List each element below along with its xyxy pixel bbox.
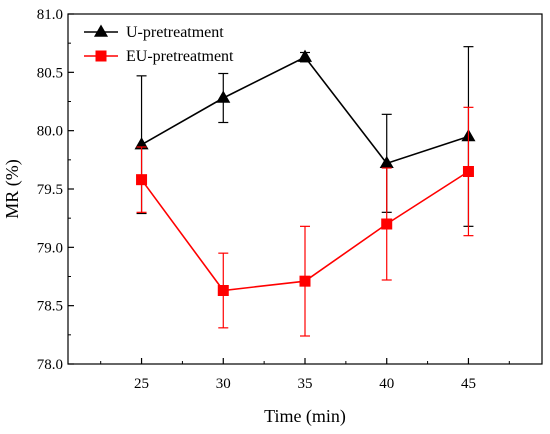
legend-marker <box>93 24 109 37</box>
series-line <box>141 56 469 165</box>
legend-marker <box>95 50 107 62</box>
x-tick-label: 25 <box>134 376 149 392</box>
data-point <box>381 218 393 230</box>
data-point <box>136 174 148 186</box>
x-tick-label: 45 <box>461 376 476 392</box>
data-point <box>217 285 229 296</box>
legend-label: U-pretreatment <box>126 24 224 41</box>
x-tick-label: 35 <box>298 376 313 392</box>
y-axis-title: MR (%) <box>2 159 23 219</box>
data-point <box>299 275 311 287</box>
legend-entry-0: U-pretreatment <box>84 24 224 41</box>
legend-entry-1: EU-pretreatment <box>84 48 234 65</box>
series-lines <box>134 46 476 337</box>
x-axis-title: Time (min) <box>264 406 346 427</box>
y-tick-label: 80.0 <box>37 124 63 140</box>
legend-label: EU-pretreatment <box>126 48 234 65</box>
legend: U-pretreatment EU-pretreatment <box>84 24 234 65</box>
data-point <box>462 166 474 177</box>
y-tick-label: 78.5 <box>37 299 63 315</box>
y-tick-label: 79.0 <box>37 240 63 256</box>
y-tick-label: 81.0 <box>37 7 63 23</box>
data-point <box>297 49 313 62</box>
y-tick-label: 79.5 <box>37 182 63 198</box>
x-tick-label: 40 <box>379 376 394 392</box>
axis-ticks: 78.0 78.5 79.0 79.5 80.0 80.5 81.0 25 30 35 40 45 <box>37 7 510 392</box>
y-tick-label: 78.0 <box>37 357 63 373</box>
y-tick-label: 80.5 <box>37 65 63 81</box>
x-tick-label: 30 <box>216 376 231 392</box>
series-1 <box>136 106 474 337</box>
data-point <box>216 90 231 103</box>
